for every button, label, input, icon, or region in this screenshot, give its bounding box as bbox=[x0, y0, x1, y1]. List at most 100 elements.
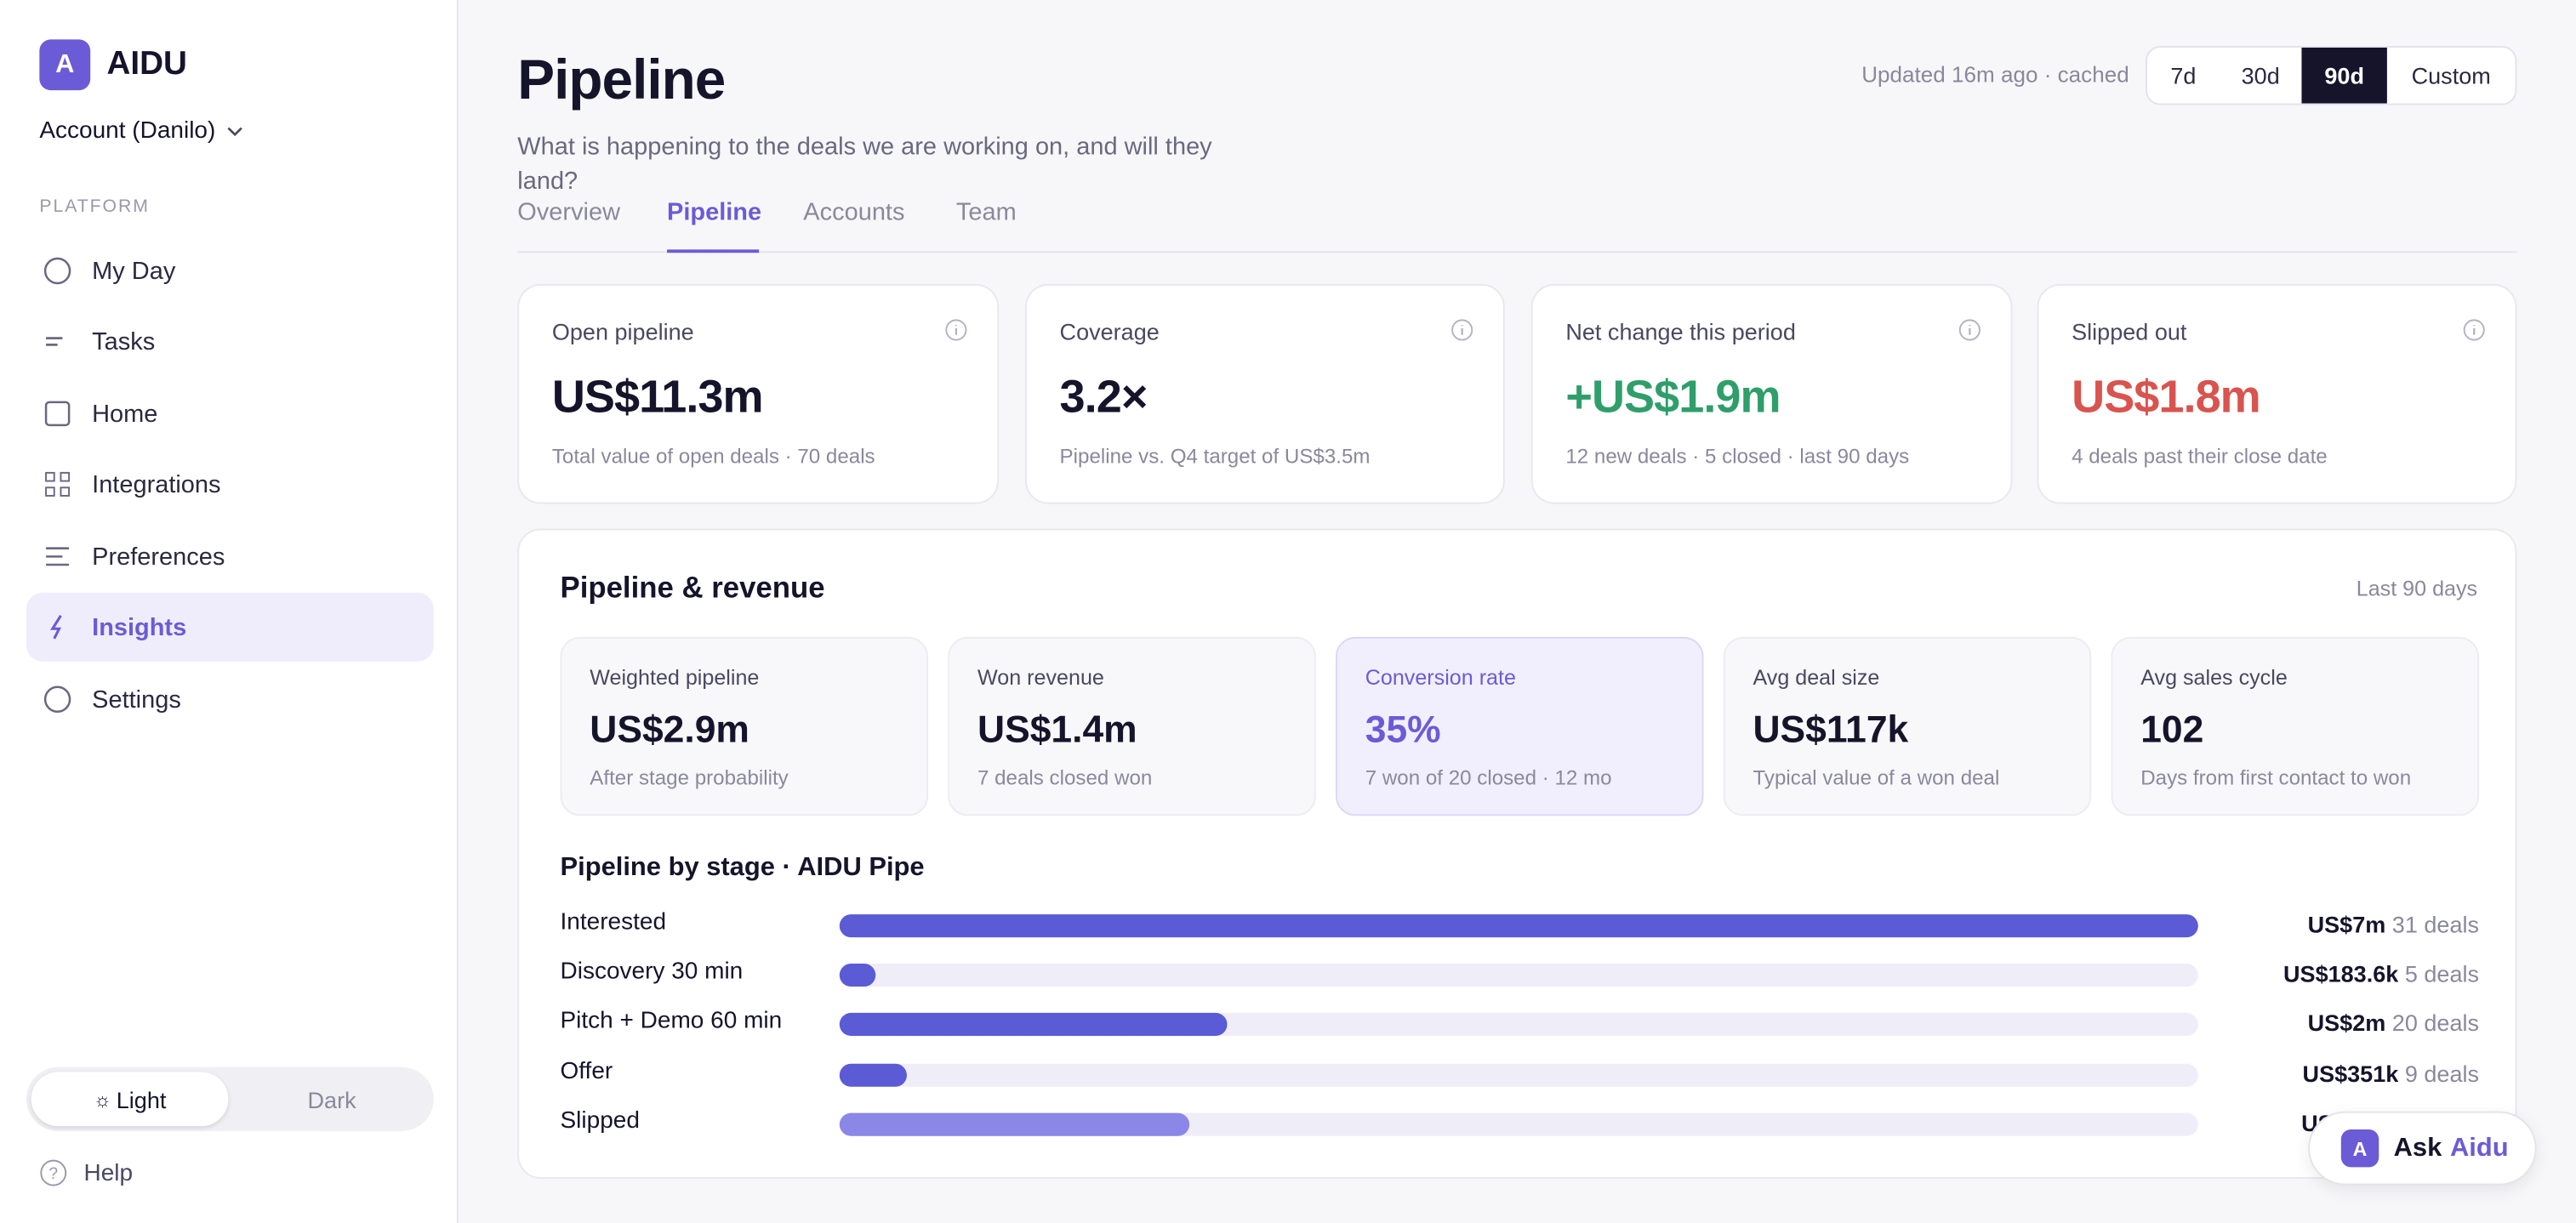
stage-bar bbox=[839, 1112, 1189, 1136]
stages-title: Pipeline by stage · AIDU Pipe bbox=[560, 853, 925, 882]
stage-amount: US$7m bbox=[2307, 911, 2386, 938]
nav-icon bbox=[50, 615, 62, 640]
panel-period: Last 90 days bbox=[2356, 576, 2478, 601]
page-title: Pipeline bbox=[517, 48, 726, 112]
pipeline-panel: Pipeline & revenue Last 90 days Pipeline… bbox=[517, 528, 2517, 1179]
theme-label: Dark bbox=[307, 1085, 356, 1112]
tab[interactable]: Accounts bbox=[803, 198, 905, 227]
stage-deals: 5 deals bbox=[2404, 960, 2480, 987]
metric-value: 35% bbox=[1365, 707, 1441, 751]
nav-label: Integrations bbox=[92, 470, 221, 498]
stage-amount: US$351k bbox=[2302, 1060, 2399, 1087]
nav-item[interactable]: Integrations bbox=[26, 450, 434, 519]
theme-dark[interactable]: Dark bbox=[233, 1072, 430, 1126]
nav-label: Preferences bbox=[92, 542, 225, 571]
stage-value: US$7m 31 deals bbox=[2308, 911, 2479, 937]
metric-value: 102 bbox=[2140, 707, 2204, 751]
range-option[interactable]: 90d bbox=[2301, 47, 2387, 104]
tab[interactable]: Team bbox=[955, 198, 1017, 227]
theme-toggle: ☼ Light Dark bbox=[26, 1067, 434, 1131]
info-icon[interactable] bbox=[2463, 318, 2486, 350]
metric-note: 7 deals closed won bbox=[977, 766, 1153, 790]
nav-item[interactable]: Settings bbox=[26, 665, 434, 734]
help[interactable]: ? Help bbox=[39, 1159, 133, 1187]
metric-value: US$117k bbox=[1752, 707, 1909, 751]
ask-name: Aidu bbox=[2449, 1133, 2509, 1162]
logo: A bbox=[39, 39, 91, 91]
stage-value: US$351k 9 deals bbox=[2303, 1061, 2479, 1087]
nav-icon bbox=[46, 337, 63, 346]
metric-label: Won revenue bbox=[977, 664, 1104, 690]
stage-deals: 9 deals bbox=[2404, 1060, 2480, 1087]
assistant-icon: A bbox=[2340, 1129, 2379, 1168]
kpi-note: Pipeline vs. Q4 target of US$3.5m bbox=[1059, 445, 1371, 469]
range-option[interactable]: 7d bbox=[2170, 62, 2197, 89]
stage-bar bbox=[839, 964, 875, 987]
stage-track bbox=[839, 1063, 2198, 1087]
stage-row: Discovery 30 min US$183.6k 5 deals bbox=[560, 957, 2479, 993]
kpi-card: Slipped out US$1.8m 4 deals past their clo… bbox=[2037, 283, 2517, 504]
divider bbox=[517, 251, 2517, 253]
metric-card: Avg sales cycle 102 Days from first contac… bbox=[2111, 636, 2480, 816]
page-subtitle: What is happening to the deals we are wo… bbox=[517, 133, 1212, 196]
svg-text:?: ? bbox=[48, 1165, 58, 1183]
metric-card: Avg deal size US$117k Typical value of a w… bbox=[1723, 636, 2092, 816]
stage-deals: 20 deals bbox=[2391, 1010, 2480, 1036]
nav-item[interactable]: My Day bbox=[26, 236, 434, 305]
kpi-value: +US$1.9m bbox=[1565, 371, 1781, 423]
ask-button[interactable]: A Ask Aidu bbox=[2308, 1111, 2537, 1186]
stage-name: Interested bbox=[560, 909, 667, 936]
info-icon[interactable] bbox=[1958, 318, 1981, 350]
brand: AIDU bbox=[106, 46, 187, 82]
metric-label: Conversion rate bbox=[1365, 664, 1516, 690]
metric-card: Weighted pipeline US$2.9m After stage prob… bbox=[560, 636, 929, 816]
nav-icon bbox=[43, 685, 71, 713]
kpi-value: 3.2× bbox=[1059, 371, 1148, 423]
kpi-note: 4 deals past their close date bbox=[2072, 445, 2328, 469]
stage-amount: US$183.6k bbox=[2283, 960, 2399, 987]
nav-item[interactable]: Preferences bbox=[26, 522, 434, 591]
stage-name: Slipped bbox=[560, 1107, 640, 1135]
info-icon[interactable] bbox=[944, 318, 967, 350]
stage-row: Pitch + Demo 60 min US$2m 20 deals bbox=[561, 1006, 2480, 1042]
metric-note: After stage probability bbox=[590, 766, 789, 790]
metric-note: Days from first contact to won bbox=[2140, 766, 2412, 790]
kpi-card: Open pipeline US$11.3m Total value of open… bbox=[517, 283, 1000, 504]
nav-item[interactable]: Tasks bbox=[26, 307, 434, 376]
kpi-label: Open pipeline bbox=[551, 318, 694, 345]
kpi-label: Coverage bbox=[1059, 318, 1160, 345]
kpi-value: US$11.3m bbox=[551, 371, 764, 423]
metric-card: Won revenue US$1.4m 7 deals closed won bbox=[948, 636, 1316, 816]
info-icon[interactable] bbox=[1450, 318, 1473, 350]
nav-label: Tasks bbox=[92, 327, 156, 356]
help-label: Help bbox=[83, 1159, 134, 1186]
nav-item[interactable]: Home bbox=[26, 379, 434, 448]
metric-value: US$1.4m bbox=[977, 707, 1137, 751]
metric-value: US$2.9m bbox=[590, 707, 749, 751]
stage-row: Interested US$7m 31 deals bbox=[560, 907, 2479, 943]
tab[interactable]: Pipeline bbox=[667, 198, 762, 227]
nav-icon bbox=[46, 547, 70, 566]
range-option[interactable]: Custom bbox=[2411, 62, 2491, 89]
account-switcher[interactable]: Account (Danilo) bbox=[39, 118, 247, 145]
account: Account (Danilo) bbox=[39, 117, 216, 145]
kpi-card: Net change this period +US$1.9m 12 new dea… bbox=[1530, 283, 2013, 504]
nav-item[interactable]: Insights bbox=[26, 592, 434, 662]
nav-label: Settings bbox=[92, 685, 181, 714]
stage-name: Discovery 30 min bbox=[560, 958, 744, 986]
ask-verb: Ask bbox=[2393, 1133, 2442, 1162]
stage-bar bbox=[839, 914, 2198, 938]
stage-track bbox=[839, 964, 2198, 987]
metric-label: Avg deal size bbox=[1752, 664, 1880, 690]
metric-note: Typical value of a won deal bbox=[1752, 766, 2000, 790]
tab[interactable]: Overview bbox=[517, 198, 621, 227]
kpi-note: Total value of open deals · 70 deals bbox=[551, 445, 875, 469]
theme-light[interactable]: ☼ Light bbox=[31, 1072, 229, 1127]
kpi-label: Slipped out bbox=[2072, 318, 2187, 345]
stage-value: US$183.6k 5 deals bbox=[2283, 960, 2479, 987]
panel-title: Pipeline & revenue bbox=[560, 571, 825, 605]
stage-row: Offer US$351k 9 deals bbox=[561, 1057, 2479, 1093]
tab-underline bbox=[667, 249, 760, 253]
range-option[interactable]: 30d bbox=[2241, 62, 2280, 89]
